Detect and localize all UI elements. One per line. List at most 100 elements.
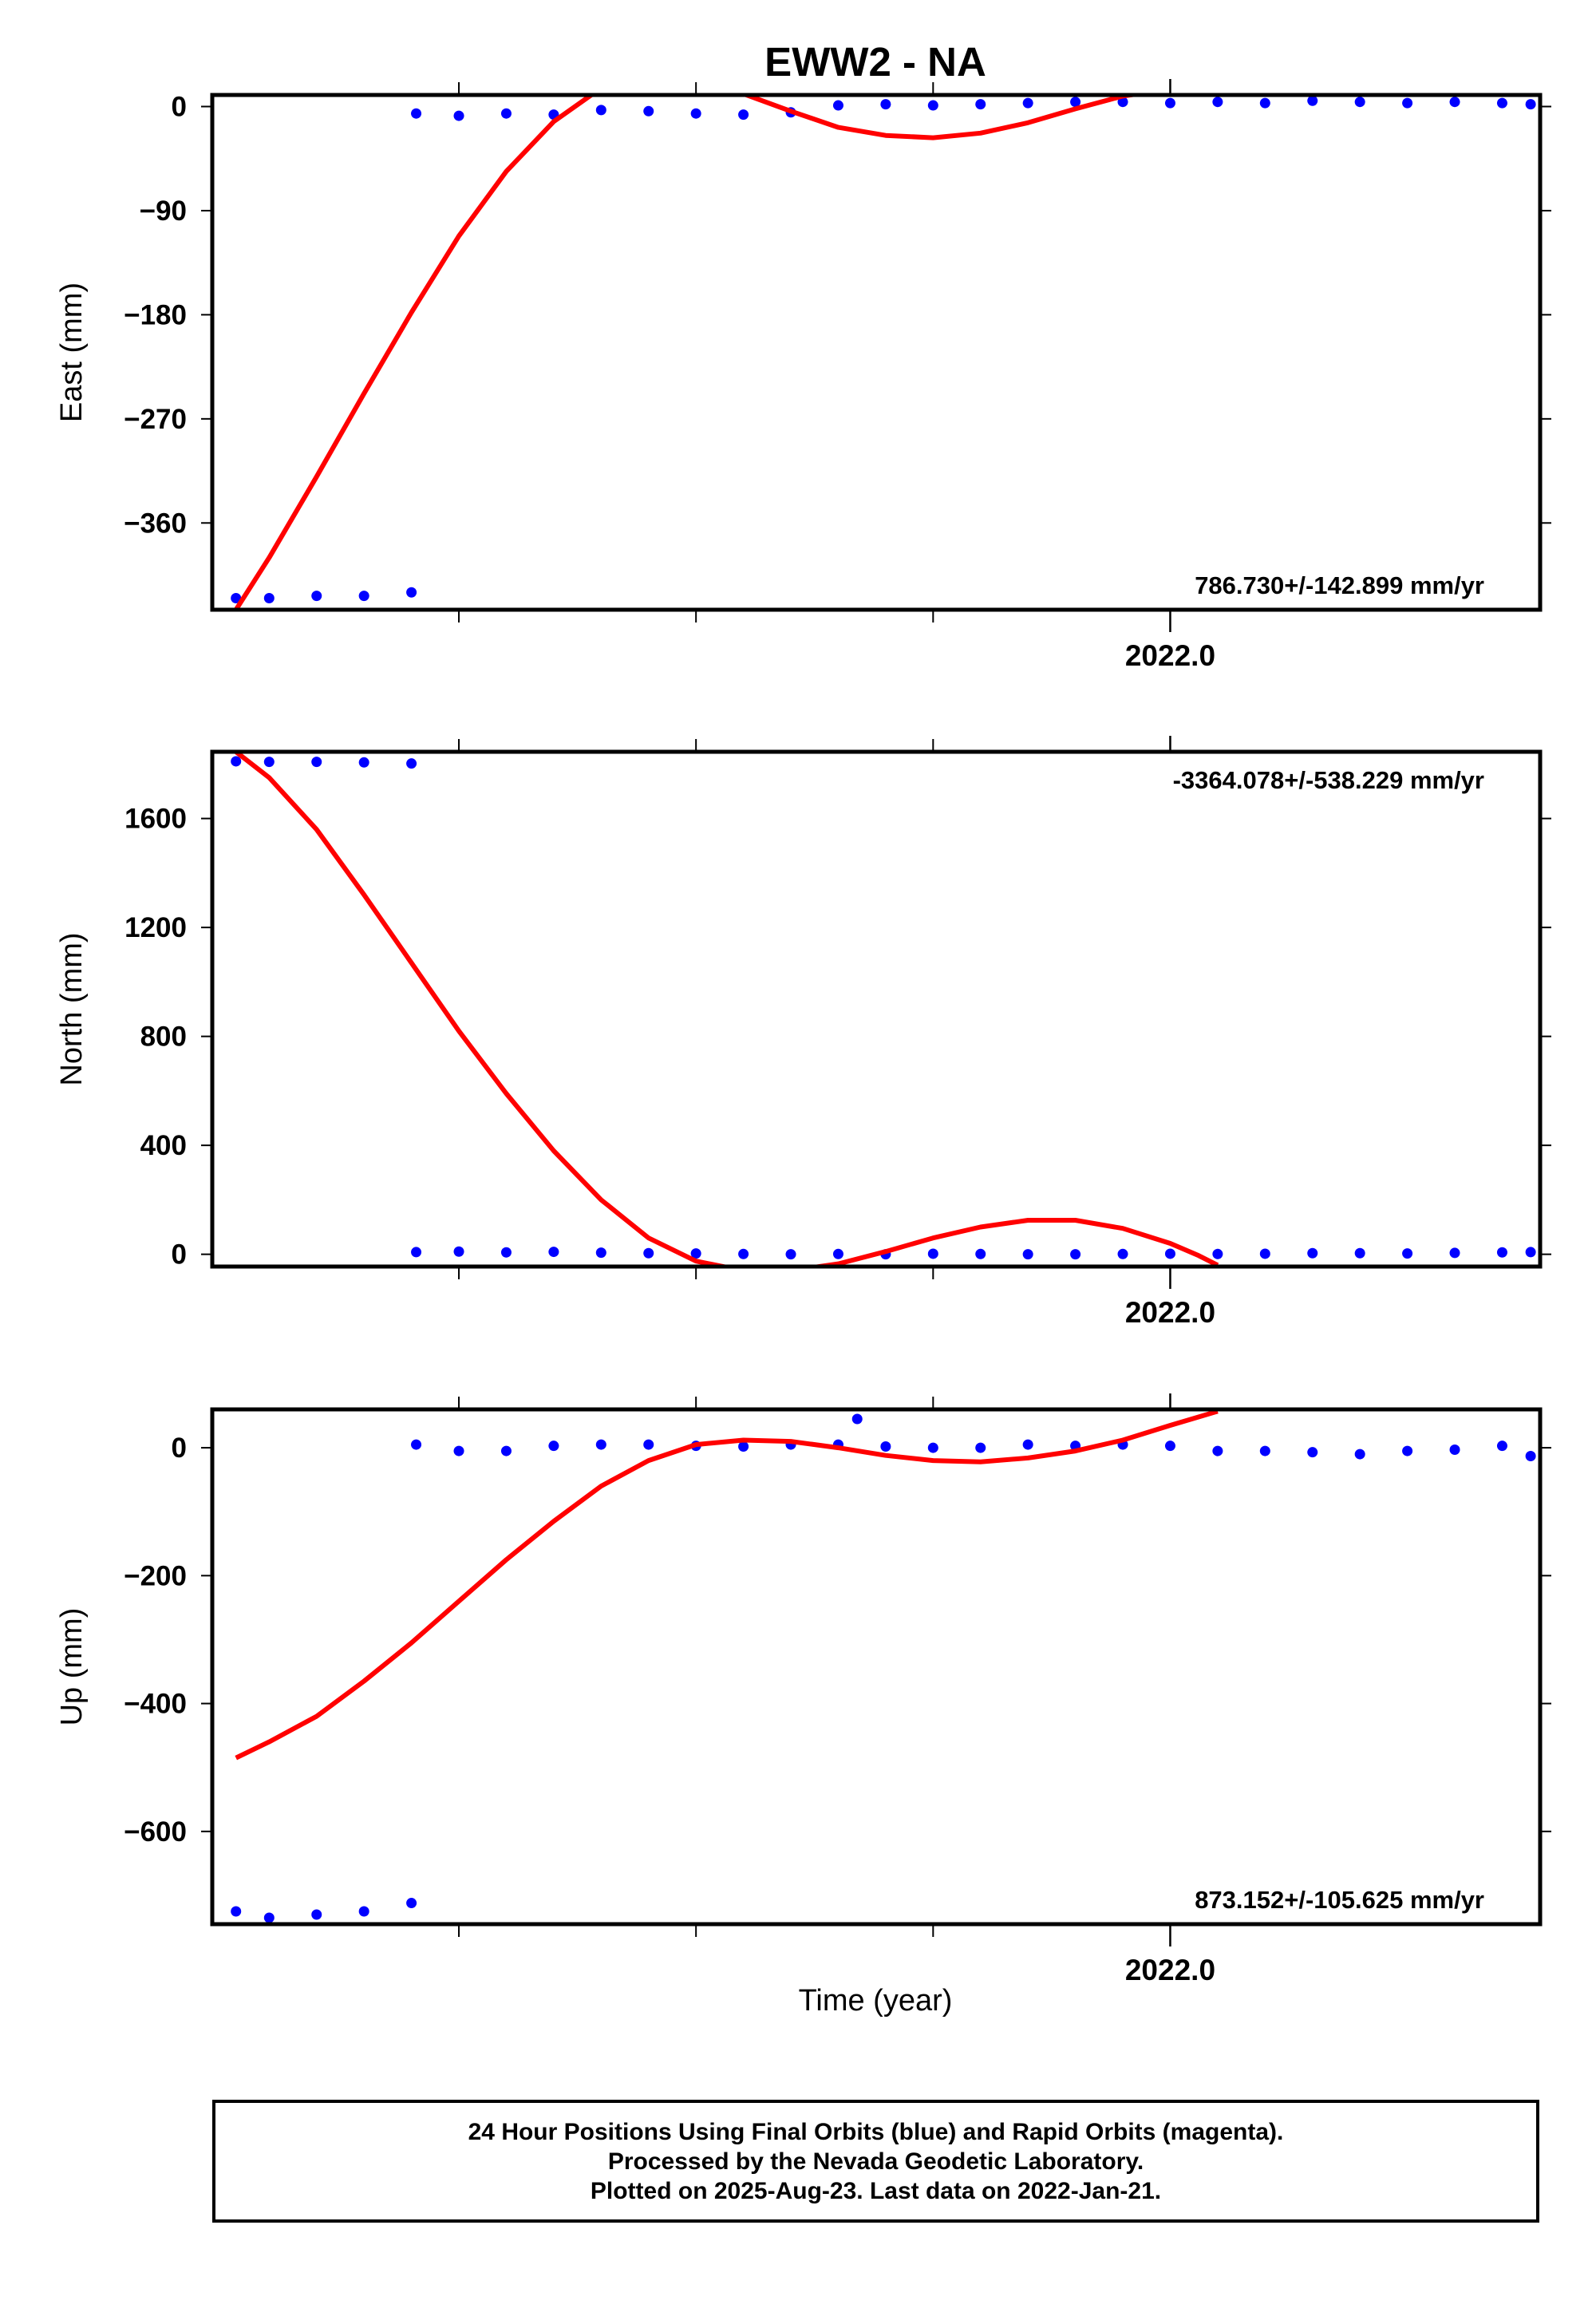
north-rate-annotation: -3364.078+/-538.229 mm/yr bbox=[1173, 766, 1484, 794]
north-y-tick-label: 400 bbox=[140, 1130, 187, 1161]
east-y-tick-label: −180 bbox=[124, 299, 187, 330]
up-data-point bbox=[231, 1906, 242, 1917]
up-data-point bbox=[927, 1442, 938, 1453]
north-data-point bbox=[738, 1248, 749, 1259]
east-data-point bbox=[1307, 95, 1318, 106]
east-data-point bbox=[1449, 97, 1460, 108]
east-data-point bbox=[595, 105, 606, 116]
east-data-point bbox=[1212, 97, 1223, 108]
east-data-point bbox=[311, 591, 322, 602]
up-data-point bbox=[1525, 1450, 1536, 1461]
up-data-point bbox=[880, 1441, 891, 1452]
up-data-point bbox=[851, 1413, 863, 1425]
east-data-point bbox=[1402, 97, 1413, 109]
east-data-point bbox=[1496, 97, 1507, 109]
north-data-point bbox=[1164, 1248, 1175, 1259]
footer-info-box: 24 Hour Positions Using Final Orbits (bl… bbox=[212, 2100, 1539, 2223]
north-data-point bbox=[1212, 1248, 1223, 1259]
north-data-point bbox=[1496, 1247, 1507, 1258]
up-data-point bbox=[406, 1898, 417, 1909]
north-data-point bbox=[595, 1247, 606, 1259]
up-data-point bbox=[263, 1912, 275, 1923]
up-data-point bbox=[1496, 1441, 1507, 1452]
east-data-point bbox=[358, 591, 369, 602]
east-data-point bbox=[411, 108, 422, 119]
up-data-point bbox=[643, 1439, 654, 1450]
up-data-point bbox=[1449, 1444, 1460, 1455]
north-x-tick-label: 2022.0 bbox=[1125, 1296, 1215, 1329]
east-data-point bbox=[263, 593, 275, 604]
x-axis-label: Time (year) bbox=[799, 1984, 953, 2018]
up-data-point bbox=[311, 1909, 322, 1920]
up-data-point bbox=[358, 1906, 369, 1917]
east-data-point bbox=[738, 109, 749, 121]
north-data-point bbox=[785, 1249, 796, 1260]
up-data-point bbox=[1354, 1448, 1365, 1460]
north-y-tick-label: 1200 bbox=[124, 912, 187, 943]
north-y-axis-label: North (mm) bbox=[55, 932, 89, 1085]
up-y-tick-label: −400 bbox=[124, 1689, 187, 1720]
north-data-point bbox=[1525, 1247, 1536, 1258]
east-data-point bbox=[1259, 97, 1270, 109]
north-y-tick-label: 1600 bbox=[124, 804, 187, 835]
up-data-point bbox=[1164, 1441, 1175, 1452]
up-data-point bbox=[1307, 1447, 1318, 1458]
north-data-point bbox=[500, 1247, 512, 1258]
up-data-point bbox=[1402, 1445, 1413, 1456]
north-data-point bbox=[690, 1248, 701, 1259]
east-data-point bbox=[643, 105, 654, 117]
east-y-tick-label: −360 bbox=[124, 508, 187, 539]
north-data-point bbox=[358, 757, 369, 768]
east-data-point bbox=[453, 110, 464, 121]
up-data-point bbox=[1259, 1445, 1270, 1456]
up-fit-curve bbox=[235, 1409, 1219, 1761]
up-x-tick-label: 2022.0 bbox=[1125, 1954, 1215, 1986]
north-y-tick-label: 800 bbox=[140, 1022, 187, 1053]
north-data-point bbox=[832, 1248, 843, 1259]
east-data-point bbox=[1354, 97, 1365, 108]
north-fit-curve bbox=[234, 752, 1219, 1267]
east-data-point bbox=[927, 100, 938, 111]
north-data-point bbox=[1307, 1247, 1318, 1259]
up-data bbox=[231, 1409, 1536, 1923]
north-data-point bbox=[231, 756, 242, 767]
north-panel: 0 400 800 1200 1600 2022.0 North (mm) -3364.078… bbox=[55, 736, 1551, 1329]
east-data-point bbox=[832, 100, 843, 111]
north-data bbox=[231, 752, 1536, 1267]
north-data-point bbox=[975, 1248, 986, 1259]
up-data-point bbox=[500, 1445, 512, 1456]
up-y-axis-label: Up (mm) bbox=[55, 1608, 89, 1726]
north-data-point bbox=[453, 1246, 464, 1257]
up-data-point bbox=[548, 1441, 559, 1452]
footer-line-processed: Processed by the Nevada Geodetic Laborat… bbox=[607, 2148, 1144, 2175]
north-data-point bbox=[1070, 1249, 1081, 1260]
up-data-point bbox=[1022, 1439, 1033, 1450]
east-data-point bbox=[406, 587, 417, 598]
east-plot-frame bbox=[210, 93, 1543, 612]
east-data-point bbox=[880, 99, 891, 110]
north-data-point bbox=[1117, 1248, 1128, 1259]
up-data-point bbox=[453, 1445, 464, 1456]
east-y-tick-label: −90 bbox=[140, 196, 187, 227]
north-data-point bbox=[411, 1247, 422, 1258]
north-data-point bbox=[263, 757, 275, 768]
east-data-point bbox=[975, 99, 986, 110]
up-data-point bbox=[411, 1439, 422, 1450]
north-data-point bbox=[1022, 1249, 1033, 1260]
east-data bbox=[231, 95, 1536, 610]
east-data-point bbox=[1164, 97, 1175, 109]
east-x-tick-label: 2022.0 bbox=[1125, 639, 1215, 672]
east-data-point bbox=[690, 108, 701, 119]
east-y-axis-label: East (mm) bbox=[55, 283, 89, 422]
north-data-point bbox=[548, 1247, 559, 1258]
north-data-point bbox=[406, 758, 417, 769]
east-rate-annotation: 786.730+/-142.899 mm/yr bbox=[1195, 571, 1484, 599]
east-y-tick-label: 0 bbox=[172, 91, 187, 122]
north-y-tick-label: 0 bbox=[172, 1239, 187, 1271]
east-data-point bbox=[1070, 97, 1081, 108]
north-data-point bbox=[1449, 1247, 1460, 1259]
north-data-point bbox=[1402, 1248, 1413, 1259]
up-data-point bbox=[1212, 1445, 1223, 1456]
east-data-point bbox=[500, 108, 512, 119]
footer-line-orbits: 24 Hour Positions Using Final Orbits (bl… bbox=[468, 2118, 1284, 2145]
